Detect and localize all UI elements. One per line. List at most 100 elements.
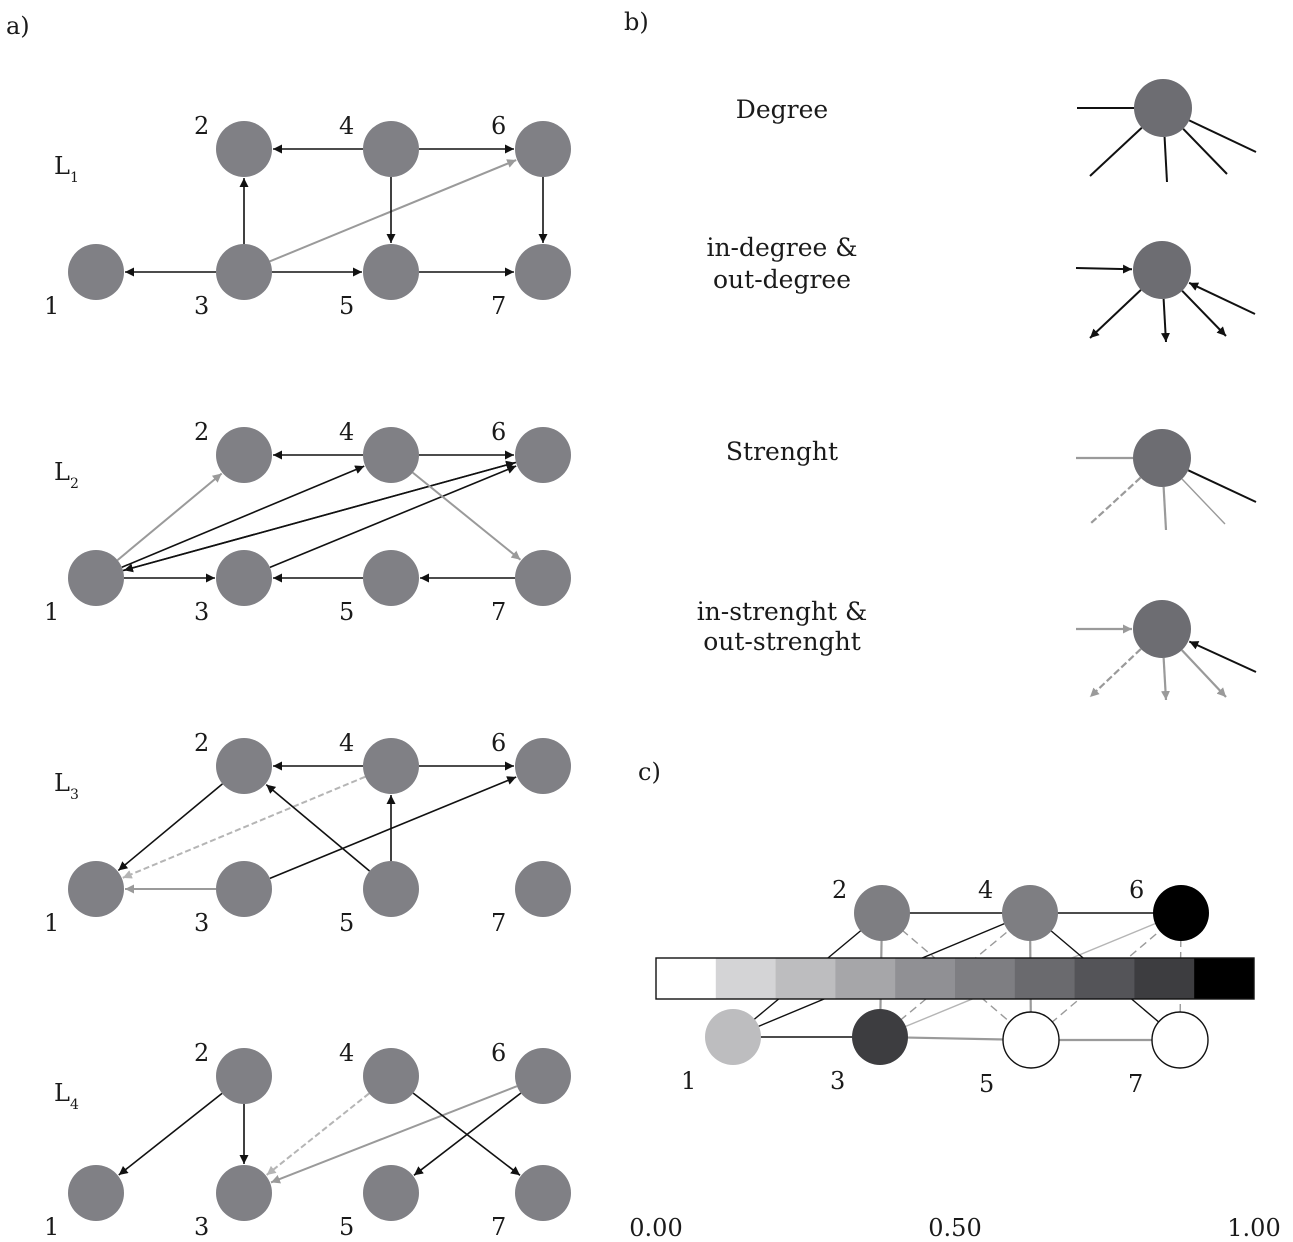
edge-4-to-1 (122, 775, 366, 879)
concept-row-4: in-strenght &out-strenght (697, 597, 1257, 701)
node-label-7: 7 (491, 598, 506, 626)
concept-node (1133, 429, 1191, 487)
agg-node-label-3: 3 (830, 1067, 845, 1095)
colorbar-step (1074, 958, 1135, 999)
colorbar-step (715, 958, 777, 999)
concept-label: Degree (736, 95, 828, 124)
node-label-6: 6 (491, 1039, 506, 1067)
spoke-edge (1181, 290, 1227, 337)
node-6 (515, 1048, 571, 1104)
spoke-edge (1187, 469, 1257, 503)
node-label-3: 3 (194, 909, 209, 937)
edge-6-to-3 (270, 1085, 518, 1184)
spoke-edge (1188, 281, 1256, 315)
spoke-edge (1181, 478, 1226, 525)
node-label-3: 3 (194, 1213, 209, 1241)
concept-row-1: Degree (736, 79, 1257, 183)
agg-node-4 (1002, 885, 1058, 941)
node-label-5: 5 (339, 598, 354, 626)
edge-6-to-5 (413, 1092, 522, 1176)
node-label-7: 7 (491, 1213, 506, 1241)
node-5 (363, 861, 419, 917)
node-6 (515, 427, 571, 483)
concept-label: Strenght (726, 437, 838, 466)
colorbar-step (895, 958, 956, 999)
edge-3-to-6 (269, 776, 517, 880)
concept-node (1134, 79, 1192, 137)
colorbar-frame (655, 957, 1255, 1000)
node-label-5: 5 (339, 292, 354, 320)
node-4 (363, 427, 419, 483)
colorbar-tick-label: 0.50 (928, 1214, 981, 1242)
panel-c-aggregated-network: 1 2 3 4 5 6 7 (681, 876, 1209, 1098)
node-3 (216, 1165, 272, 1221)
colorbar-step (656, 958, 717, 999)
spoke-edge (1089, 127, 1143, 177)
node-2 (216, 738, 272, 794)
layer-name-subscript: 4 (70, 1097, 79, 1113)
panel-b-centrality-concepts: Degree in-degree & out-degree Strenght in-st… (697, 79, 1257, 701)
node-label-7: 7 (491, 292, 506, 320)
node-5 (363, 244, 419, 300)
node-3 (216, 244, 272, 300)
node-label-5: 5 (339, 1213, 354, 1241)
node-1 (68, 861, 124, 917)
edge-5-to-2 (265, 783, 371, 872)
node-label-4: 4 (339, 112, 354, 140)
node-label-6: 6 (491, 729, 506, 757)
agg-node-label-4: 4 (978, 876, 993, 904)
layer-name-letter: L (54, 1079, 70, 1107)
agg-node-label-2: 2 (832, 876, 847, 904)
concept-row-3: Strenght (726, 429, 1257, 531)
panel-c-label: c) (638, 758, 661, 786)
layer-name-subscript: 3 (70, 787, 79, 803)
node-2 (216, 427, 272, 483)
colorbar-tick-label: 0.00 (629, 1214, 682, 1242)
node-label-6: 6 (491, 112, 506, 140)
layer-name: L4 (54, 1079, 79, 1113)
spoke-edge (1075, 264, 1133, 274)
agg-node-label-7: 7 (1128, 1070, 1143, 1098)
colorbar: 0.00 0.50 1.00 (629, 957, 1281, 1242)
node-7 (515, 244, 571, 300)
node-label-2: 2 (194, 729, 209, 757)
edge-3-to-6 (269, 465, 517, 569)
spoke-edge (1188, 119, 1257, 153)
node-label-6: 6 (491, 418, 506, 446)
node-4 (363, 738, 419, 794)
panel-b-label: b) (624, 8, 649, 36)
node-2 (216, 121, 272, 177)
node-1 (68, 1165, 124, 1221)
layer-name: L1 (54, 152, 79, 186)
layer-name-subscript: 2 (70, 476, 79, 492)
layer-name-letter: L (54, 152, 70, 180)
node-1 (68, 244, 124, 300)
spoke-edge (1161, 657, 1170, 701)
node-3 (216, 861, 272, 917)
spoke-edge (1163, 136, 1168, 183)
spoke-edge (1188, 640, 1257, 673)
layer-name-subscript: 1 (70, 170, 79, 186)
node-label-1: 1 (44, 598, 59, 626)
node-6 (515, 121, 571, 177)
spoke-edge (1181, 649, 1227, 698)
colorbar-step (775, 958, 836, 999)
spoke-edge (1089, 289, 1142, 339)
agg-node-label-6: 6 (1129, 876, 1144, 904)
node-5 (363, 1165, 419, 1221)
colorbar-tick-label: 1.00 (1227, 1214, 1280, 1242)
agg-node-5 (1002, 1011, 1060, 1069)
spoke-edge (1161, 298, 1170, 343)
node-1 (68, 550, 124, 606)
spoke-edge (1089, 648, 1142, 698)
edge-1-to-4 (121, 465, 365, 568)
agg-node-label-5: 5 (979, 1070, 994, 1098)
concept-row-2: in-degree & out-degree (706, 233, 1256, 343)
node-4 (363, 1048, 419, 1104)
edge-2-to-1 (118, 1092, 223, 1176)
node-4 (363, 121, 419, 177)
